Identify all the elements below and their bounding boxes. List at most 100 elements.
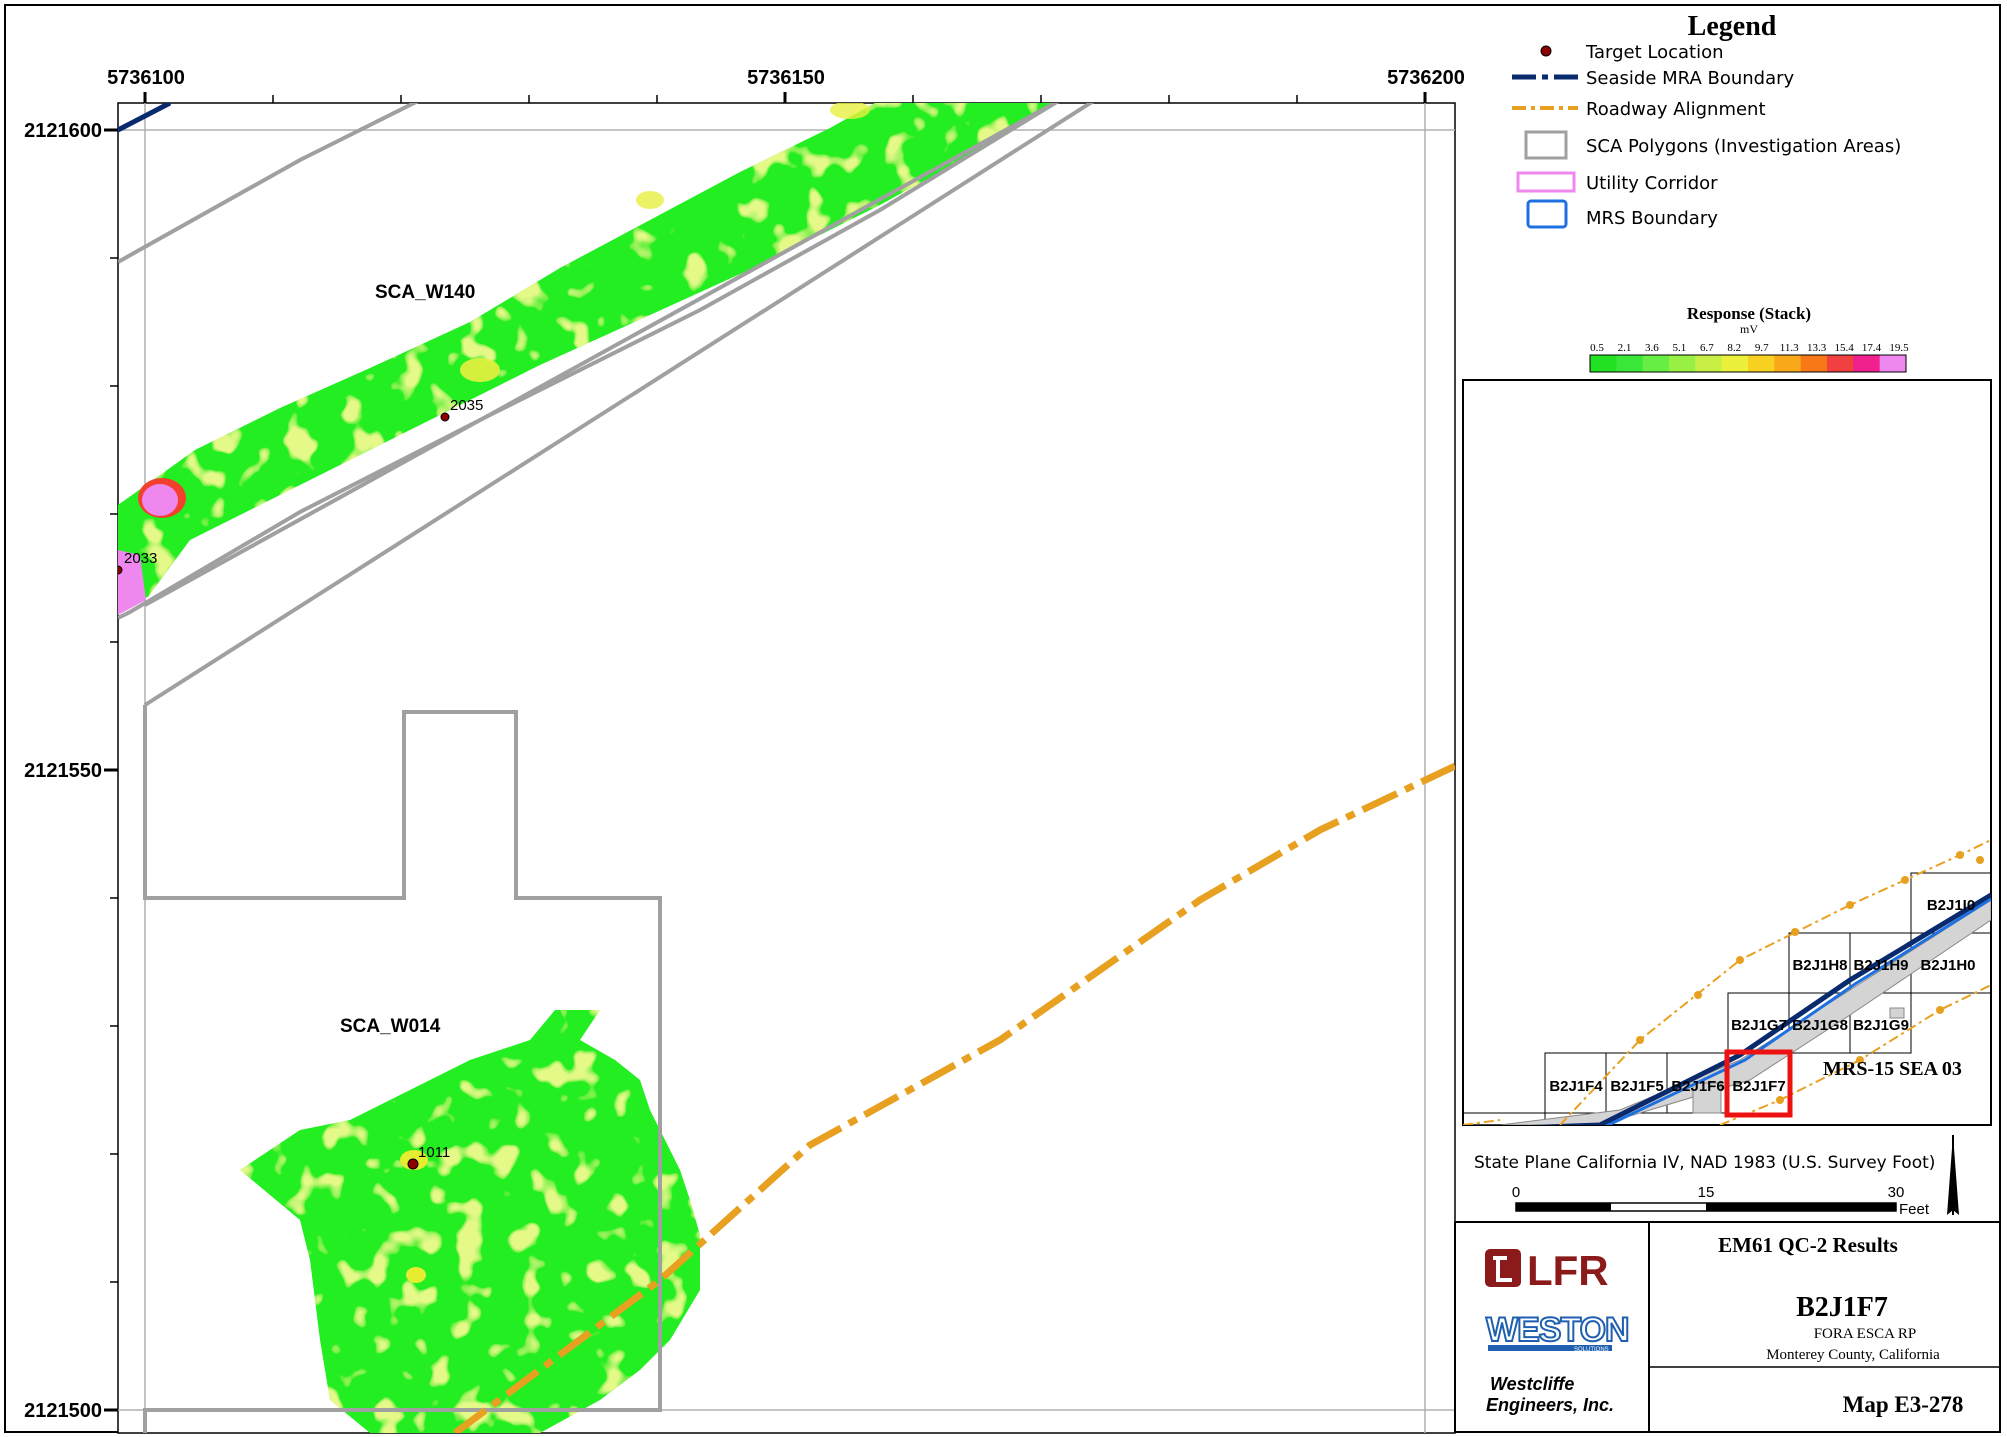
target-label: 2033	[124, 550, 157, 567]
scale-label: 0	[1512, 1184, 1520, 1201]
target-location-icon	[407, 1158, 419, 1170]
anomaly-yellow-3	[830, 103, 870, 119]
main-map: 2035 2033 1011 SCA_W140 SCA_W014	[24, 67, 1465, 1434]
ramp-value-label: 13.3	[1807, 342, 1827, 354]
blue-box-icon	[1526, 199, 1568, 229]
ramp-value-label: 5.1	[1672, 342, 1686, 354]
inset-cell-label: B2J1H0	[1920, 957, 1975, 974]
anomaly-yellow-5	[406, 1267, 426, 1283]
scale-bar: 0 15 30 Feet	[1512, 1184, 1930, 1218]
ramp-value-label: 3.6	[1645, 342, 1659, 354]
ramp-value-label: 8.2	[1727, 342, 1741, 354]
ramp-value-label: 2.1	[1618, 342, 1632, 354]
inset-cell-label: B2J1G7	[1731, 1017, 1787, 1034]
ramp-value-label: 15.4	[1834, 342, 1854, 354]
grid-id: B2J1F7	[1796, 1292, 1888, 1323]
ramp-swatch	[1827, 355, 1854, 372]
current-cell-highlight	[1724, 1049, 1793, 1118]
company-name-line1: Westcliffe	[1490, 1374, 1574, 1394]
inset-cell-label: B2J1F7	[1732, 1078, 1785, 1095]
em-coverage-w140	[118, 103, 1056, 608]
area-label: SCA_W014	[340, 1016, 441, 1037]
inset-cell-label: B2J1H9	[1853, 957, 1908, 974]
inset-sca-box	[1889, 1007, 1905, 1019]
target-markers	[118, 412, 450, 1170]
roadway-alignment	[452, 762, 1455, 1433]
map-number: Map E3-278	[1843, 1392, 1964, 1417]
inset-area-label: MRS-15 SEA 03	[1823, 1058, 1962, 1080]
ramp-swatch	[1721, 355, 1749, 372]
ramp-value-label: 6.7	[1700, 342, 1714, 354]
ramp-swatches	[1590, 355, 1907, 372]
target-location-icon	[440, 412, 450, 422]
ramp-title: Response (Stack)	[1687, 304, 1811, 323]
ramp-value-label: 17.4	[1862, 342, 1882, 354]
legend-item-label: SCA Polygons (Investigation Areas)	[1586, 136, 1901, 157]
scale-unit: Feet	[1899, 1201, 1930, 1218]
anomaly-yellow-1	[460, 358, 500, 382]
inset-cell-label: B2J1G8	[1792, 1017, 1848, 1034]
project-location: Monterey County, California	[1766, 1347, 1940, 1363]
em-coverage-w014	[240, 1010, 700, 1433]
ramp-swatch	[1800, 355, 1828, 372]
weston-logo: WESTON SOLUTIONS	[1485, 1310, 1631, 1353]
color-ramp: Response (Stack) mV 0.5 2.1 3.6 5.1 6.7 8.2 9.…	[1589, 304, 1909, 373]
ramp-labels: 0.5 2.1 3.6 5.1 6.7 8.2 9.7 11.3 13.3 15.4 17.4 19.…	[1590, 342, 1909, 354]
legend-item-label: Target Location	[1585, 42, 1724, 63]
x-tick-label: 5736100	[107, 67, 185, 89]
y-tick-label: 2121500	[24, 1400, 102, 1422]
gray-box-icon	[1524, 130, 1568, 160]
y-tick-label: 2121550	[24, 760, 102, 782]
inset-road-nodes	[1636, 851, 1984, 1104]
anomaly-pink-1	[142, 484, 178, 516]
inset-cell-label: B2J1I0	[1927, 897, 1975, 914]
ramp-swatch	[1590, 355, 1617, 372]
ramp-unit: mV	[1740, 322, 1758, 336]
anomaly-yellow-2	[636, 191, 664, 209]
weston-logo-sub: SOLUTIONS	[1574, 1347, 1609, 1353]
scale-label: 30	[1888, 1184, 1905, 1201]
axis-ticks	[104, 92, 1427, 1412]
inset-cell-label: B2J1F4	[1549, 1078, 1603, 1095]
target-location-icon	[118, 565, 123, 575]
project-name: FORA ESCA RP	[1814, 1326, 1917, 1342]
inset-cell-label: B2J1F6	[1671, 1078, 1724, 1095]
target-label: 1011	[418, 1144, 450, 1161]
sca-polygons	[118, 103, 1095, 1433]
map-info: State Plane California IV, NAD 1983 (U.S…	[1474, 1135, 1959, 1218]
ramp-swatch	[1774, 355, 1802, 372]
ramp-value-label: 0.5	[1590, 342, 1604, 354]
north-arrow-icon	[1947, 1135, 1959, 1215]
legend-item-label: MRS Boundary	[1586, 208, 1718, 229]
target-dot-icon	[1540, 45, 1552, 57]
y-tick-label: 2121600	[24, 120, 102, 142]
ramp-swatch	[1642, 355, 1670, 372]
legend-item-label: Utility Corridor	[1586, 173, 1718, 194]
legend-item-label: Roadway Alignment	[1586, 99, 1766, 120]
area-label: SCA_W140	[375, 282, 475, 303]
ramp-swatch	[1695, 355, 1723, 372]
weston-logo-text: WESTON	[1486, 1311, 1629, 1349]
inset-sca-box	[1692, 1082, 1722, 1114]
ramp-swatch	[1748, 355, 1775, 372]
pink-box-icon	[1516, 171, 1576, 193]
seaside-mra-boundary	[118, 103, 172, 133]
inset-mrs-boundary	[1604, 897, 1991, 1125]
target-label: 2035	[450, 397, 483, 414]
legend-item-label: Seaside MRA Boundary	[1586, 68, 1795, 89]
inset-frame	[1462, 379, 1992, 1126]
scale-label: 15	[1698, 1184, 1715, 1201]
ramp-value-label: 19.5	[1889, 342, 1909, 354]
lfr-logo: LFR	[1485, 1247, 1609, 1294]
ramp-value-label: 11.3	[1780, 342, 1799, 354]
inset-cell-label: B2J1G9	[1853, 1017, 1909, 1034]
company-name-line2: Engineers, Inc.	[1486, 1395, 1614, 1415]
inset-cell-label: B2J1H8	[1792, 957, 1847, 974]
legend-title: Legend	[1688, 11, 1777, 42]
inset-cell-label: B2J1F5	[1610, 1078, 1663, 1095]
inset-seaside-boundary	[1531, 892, 1991, 1125]
x-tick-label: 5736150	[747, 67, 825, 89]
ramp-swatch	[1616, 355, 1644, 372]
map-heading: EM61 QC-2 Results	[1718, 1233, 1898, 1257]
